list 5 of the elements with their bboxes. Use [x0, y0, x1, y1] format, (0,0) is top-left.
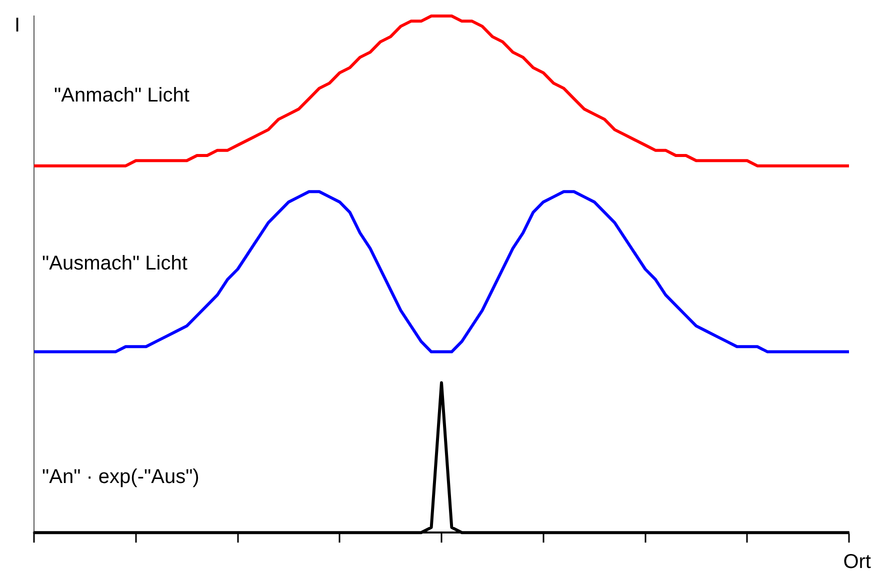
series-label: "Ausmach" Licht [42, 252, 188, 274]
text: "An" · exp(-"Aus") [42, 466, 200, 488]
y-axis-title: I [14, 14, 20, 37]
text: "Anmach" Licht [54, 84, 190, 106]
x-axis-title: Ort [843, 551, 872, 574]
